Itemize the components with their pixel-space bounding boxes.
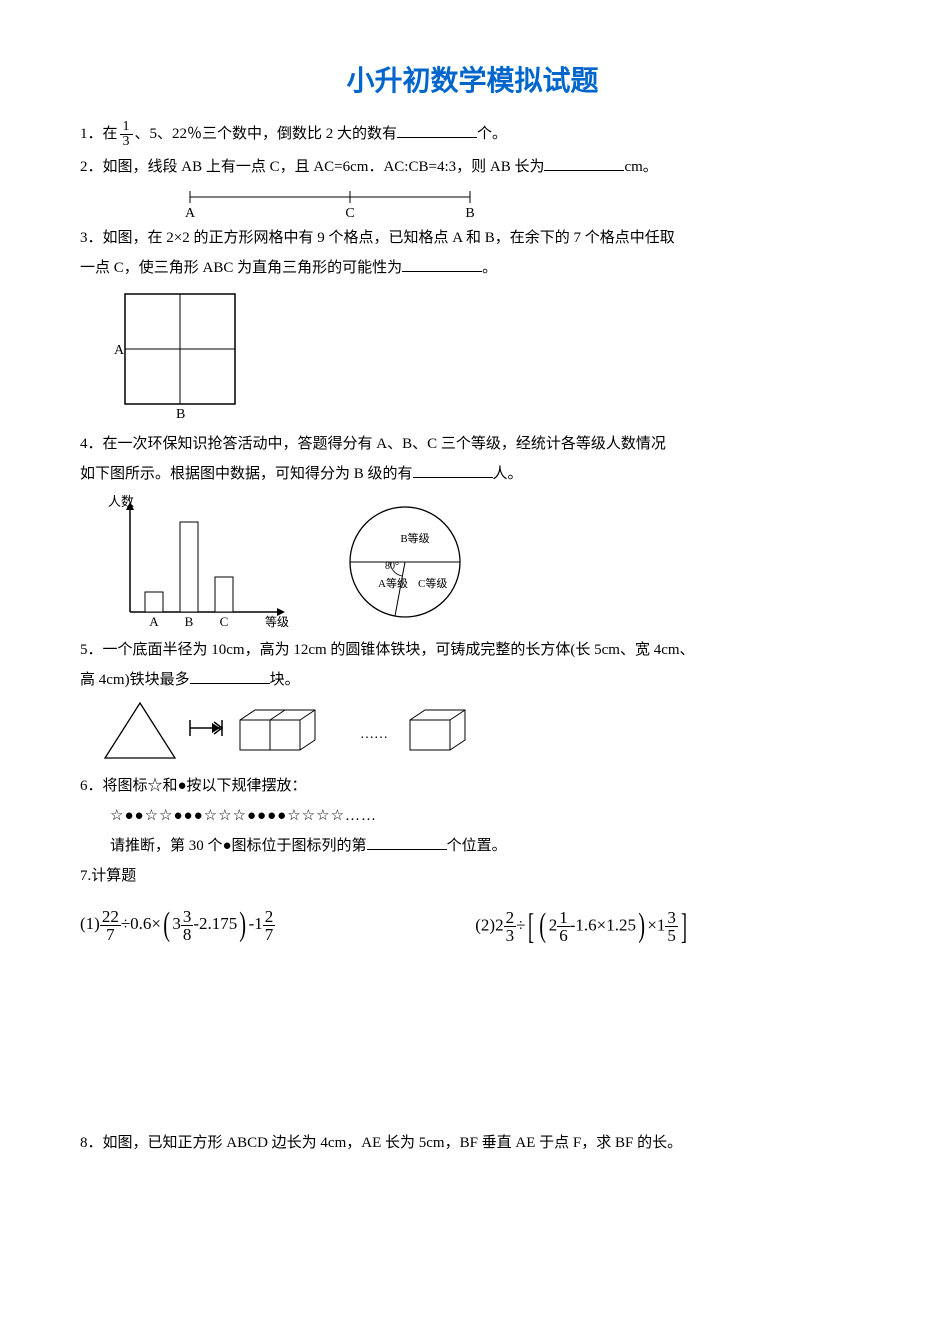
q2-text-b: cm。 bbox=[624, 159, 657, 175]
q4-bar-chart: 人数 A B C 等级 bbox=[100, 492, 300, 632]
q3-blank bbox=[402, 256, 482, 272]
q5-blank bbox=[190, 668, 270, 684]
q7-expressions: (1)227÷0.6×(338-2.175)-127 (2)223÷[(216-… bbox=[80, 898, 865, 956]
q2-label-c: C bbox=[345, 206, 354, 220]
q7-expr-1: (1)227÷0.6×(338-2.175)-127 bbox=[80, 898, 275, 952]
svg-text:等级: 等级 bbox=[265, 615, 289, 629]
svg-text:A等级: A等级 bbox=[378, 576, 408, 590]
q1-middle: 、5、22％三个数中，倒数比 2 大的数有 bbox=[135, 126, 398, 142]
question-5-line1: 5．一个底面半径为 10cm，高为 12cm 的圆锥体铁块，可铸成完整的长方体(… bbox=[80, 638, 865, 662]
svg-text:C等级: C等级 bbox=[418, 576, 447, 590]
svg-text:……: …… bbox=[360, 727, 388, 742]
svg-text:C: C bbox=[220, 614, 229, 629]
svg-text:A: A bbox=[149, 614, 159, 629]
question-4-line1: 4．在一次环保知识抢答活动中，答题得分有 A、B、C 三个等级，经统计各等级人数… bbox=[80, 432, 865, 456]
page-title: 小升初数学模拟试题 bbox=[80, 60, 865, 105]
question-7-heading: 7.计算题 bbox=[80, 864, 865, 888]
q6-pattern: ☆●●☆☆●●●☆☆☆●●●●☆☆☆☆…… bbox=[110, 804, 865, 828]
q5-diagram: …… bbox=[100, 698, 865, 768]
question-4-line2: 如下图所示。根据图中数据，可知得分为 B 级的有人。 bbox=[80, 462, 865, 486]
q1-fraction: 13 bbox=[120, 120, 133, 149]
svg-text:B等级: B等级 bbox=[400, 531, 429, 545]
q4-blank bbox=[413, 462, 493, 478]
q2-blank bbox=[544, 155, 624, 171]
q7-expr-2: (2)223÷[(216-1.6×1.25)×135] bbox=[475, 898, 690, 956]
question-5-line2: 高 4cm)铁块最多块。 bbox=[80, 668, 865, 692]
question-2: 2．如图，线段 AB 上有一点 C，且 AC=6cm．AC:CB=4:3，则 A… bbox=[80, 155, 865, 179]
q4-diagrams: 人数 A B C 等级 B等级 80° A等级 C等级 bbox=[100, 492, 865, 632]
q3-diagram: A B bbox=[100, 286, 865, 426]
question-6-line1: 6．将图标☆和●按以下规律摆放： bbox=[80, 774, 865, 798]
q1-prefix: 1．在 bbox=[80, 126, 118, 142]
question-6-line3: 请推断，第 30 个●图标位于图标列的第个位置。 bbox=[110, 834, 865, 858]
q2-text-a: 2．如图，线段 AB 上有一点 C，且 AC=6cm．AC:CB=4:3，则 A… bbox=[80, 159, 544, 175]
question-1: 1．在13、5、22％三个数中，倒数比 2 大的数有 个。 bbox=[80, 120, 865, 149]
q4-pie-chart: B等级 80° A等级 C等级 bbox=[340, 497, 480, 627]
question-8: 8．如图，已知正方形 ABCD 边长为 4cm，AE 长为 5cm，BF 垂直 … bbox=[80, 1131, 865, 1155]
question-3-line1: 3．如图，在 2×2 的正方形网格中有 9 个格点，已知格点 A 和 B，在余下… bbox=[80, 226, 865, 250]
q3-label-b: B bbox=[176, 407, 185, 422]
q2-label-a: A bbox=[185, 206, 196, 220]
svg-text:80°: 80° bbox=[385, 561, 399, 572]
question-3-line2: 一点 C，使三角形 ABC 为直角三角形的可能性为。 bbox=[80, 256, 865, 280]
q2-label-b: B bbox=[465, 206, 474, 220]
svg-text:B: B bbox=[185, 614, 194, 629]
q1-suffix: 个。 bbox=[477, 126, 507, 142]
q3-label-a: A bbox=[114, 343, 125, 358]
q2-diagram: A C B bbox=[180, 185, 865, 220]
q1-blank bbox=[397, 122, 477, 138]
q6-blank bbox=[367, 834, 447, 850]
